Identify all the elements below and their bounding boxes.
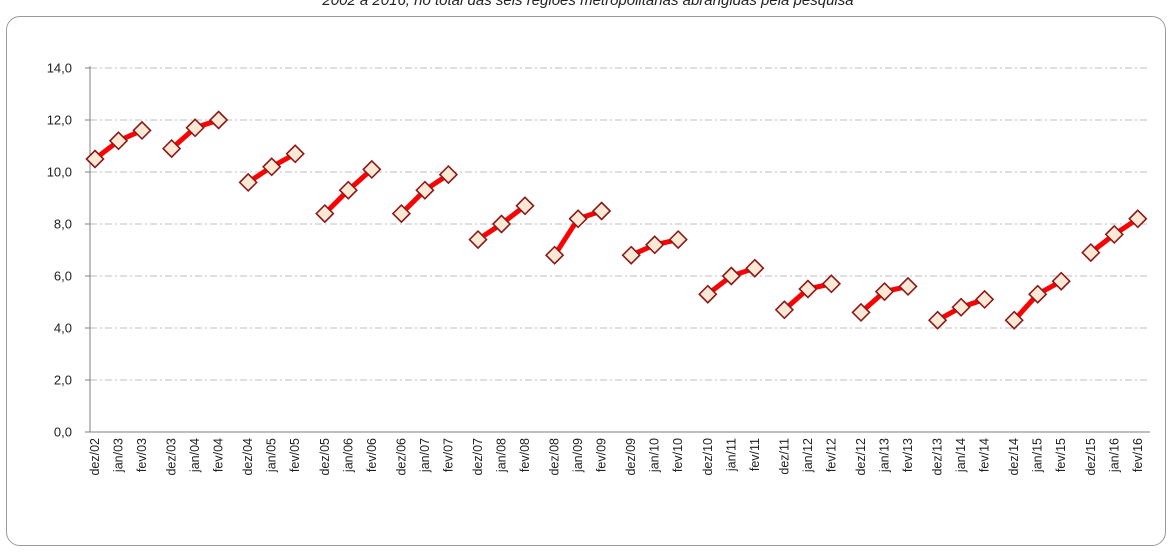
x-tick-label: fev/05 <box>288 438 302 472</box>
y-tick-label: 10,0 <box>47 165 72 180</box>
x-tick-label: dez/13 <box>931 438 945 476</box>
x-tick-label: jan/08 <box>495 438 509 473</box>
data-point-marker <box>285 144 305 164</box>
x-tick-label: dez/11 <box>777 438 791 475</box>
x-tick-label: jan/04 <box>188 438 202 473</box>
x-tick-label: fev/09 <box>595 438 609 472</box>
x-tick-label: dez/05 <box>318 438 332 476</box>
data-point-marker <box>774 300 795 320</box>
data-point-marker <box>698 284 718 304</box>
x-tick-label: dez/09 <box>624 438 638 476</box>
x-tick-label: fev/11 <box>748 438 762 471</box>
x-tick-label: jan/05 <box>265 438 279 473</box>
x-tick-label: fev/16 <box>1131 438 1145 472</box>
x-tick-label: dez/07 <box>471 438 485 476</box>
data-point-marker <box>645 235 665 255</box>
x-tick-label: jan/06 <box>341 438 355 473</box>
x-tick-label: dez/12 <box>854 438 868 476</box>
data-point-marker <box>108 131 129 151</box>
data-point-marker <box>951 297 971 317</box>
data-point-marker <box>974 289 995 310</box>
y-tick-label: 14,0 <box>47 61 72 76</box>
data-point-marker <box>391 203 412 224</box>
x-tick-label: dez/15 <box>1084 438 1098 476</box>
y-tick-label: 4,0 <box>54 321 72 336</box>
data-point-marker <box>491 214 512 234</box>
data-point-marker <box>798 279 818 299</box>
x-tick-label: jan/03 <box>112 438 126 473</box>
x-tick-label: jan/15 <box>1031 438 1045 473</box>
data-point-marker <box>1104 224 1124 245</box>
x-tick-label: jan/10 <box>648 438 662 473</box>
x-tick-label: dez/08 <box>548 438 562 476</box>
data-point-marker <box>591 201 612 221</box>
chart-caption: 2002 a 2016, no total das seis regiões m… <box>322 0 854 9</box>
data-point-marker <box>721 266 741 286</box>
x-tick-label: dez/06 <box>394 438 408 476</box>
y-tick-label: 12,0 <box>47 113 72 128</box>
x-tick-label: jan/12 <box>801 438 815 473</box>
x-tick-label: dez/02 <box>88 438 102 476</box>
data-point-marker <box>621 245 641 265</box>
x-tick-label: jan/07 <box>418 438 432 473</box>
data-point-marker <box>1128 209 1148 229</box>
data-point-marker <box>1051 271 1071 291</box>
y-tick-label: 6,0 <box>54 269 72 284</box>
x-tick-label: dez/14 <box>1007 438 1021 476</box>
x-tick-label: fev/14 <box>978 438 992 472</box>
data-point-marker <box>898 276 918 297</box>
data-point-marker <box>85 149 105 169</box>
x-tick-label: fev/13 <box>901 438 915 472</box>
data-point-marker <box>415 180 435 200</box>
data-point-marker <box>821 274 842 294</box>
data-point-marker <box>315 203 335 224</box>
data-point-marker <box>1028 284 1048 304</box>
data-point-marker <box>874 281 895 302</box>
data-point-marker <box>1081 242 1101 263</box>
data-point-marker <box>1004 310 1024 330</box>
x-tick-label: fev/03 <box>135 438 149 472</box>
y-tick-label: 8,0 <box>54 217 72 232</box>
x-tick-label: dez/10 <box>701 438 715 476</box>
x-tick-label: fev/07 <box>441 438 455 472</box>
data-point-marker <box>185 118 205 138</box>
data-point-marker <box>132 120 152 141</box>
x-tick-label: fev/12 <box>824 438 838 472</box>
x-tick-label: fev/10 <box>671 438 685 472</box>
x-tick-label: fev/04 <box>212 438 226 472</box>
data-point-marker <box>161 138 182 159</box>
x-tick-label: fev/08 <box>518 438 532 472</box>
data-point-marker <box>544 245 565 265</box>
x-tick-label: fev/15 <box>1054 438 1068 472</box>
y-tick-label: 0,0 <box>54 425 72 440</box>
x-tick-label: dez/03 <box>165 438 179 476</box>
data-point-marker <box>851 302 871 323</box>
data-point-marker <box>438 164 459 185</box>
chart-frame <box>6 16 1166 546</box>
data-point-marker <box>262 157 282 177</box>
data-point-marker <box>668 229 688 250</box>
data-point-marker <box>745 258 765 278</box>
data-point-marker <box>362 159 382 180</box>
x-tick-label: jan/13 <box>878 438 892 473</box>
y-tick-label: 2,0 <box>54 373 72 388</box>
x-tick-label: dez/04 <box>241 438 255 476</box>
data-point-marker <box>515 196 535 216</box>
x-tick-label: jan/11 <box>724 438 738 472</box>
x-tick-label: jan/09 <box>571 438 585 473</box>
x-tick-label: jan/14 <box>954 438 968 473</box>
x-tick-label: jan/16 <box>1107 438 1121 473</box>
data-point-marker <box>927 310 948 330</box>
data-point-marker <box>338 180 358 200</box>
data-point-marker <box>568 209 588 229</box>
x-tick-label: fev/06 <box>365 438 379 472</box>
data-point-marker <box>468 229 488 250</box>
data-point-marker <box>238 172 258 193</box>
data-point-marker <box>208 110 229 130</box>
